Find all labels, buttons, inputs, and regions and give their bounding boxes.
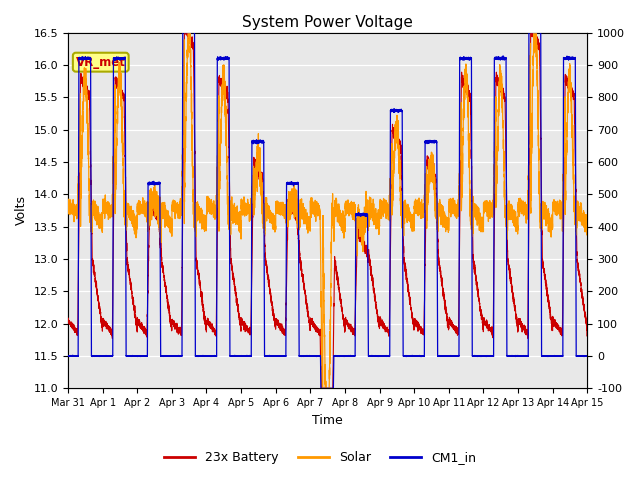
X-axis label: Time: Time <box>312 414 343 427</box>
Title: System Power Voltage: System Power Voltage <box>242 15 413 30</box>
Y-axis label: Volts: Volts <box>15 195 28 226</box>
Text: VR_met: VR_met <box>76 56 125 69</box>
Legend: 23x Battery, Solar, CM1_in: 23x Battery, Solar, CM1_in <box>159 446 481 469</box>
